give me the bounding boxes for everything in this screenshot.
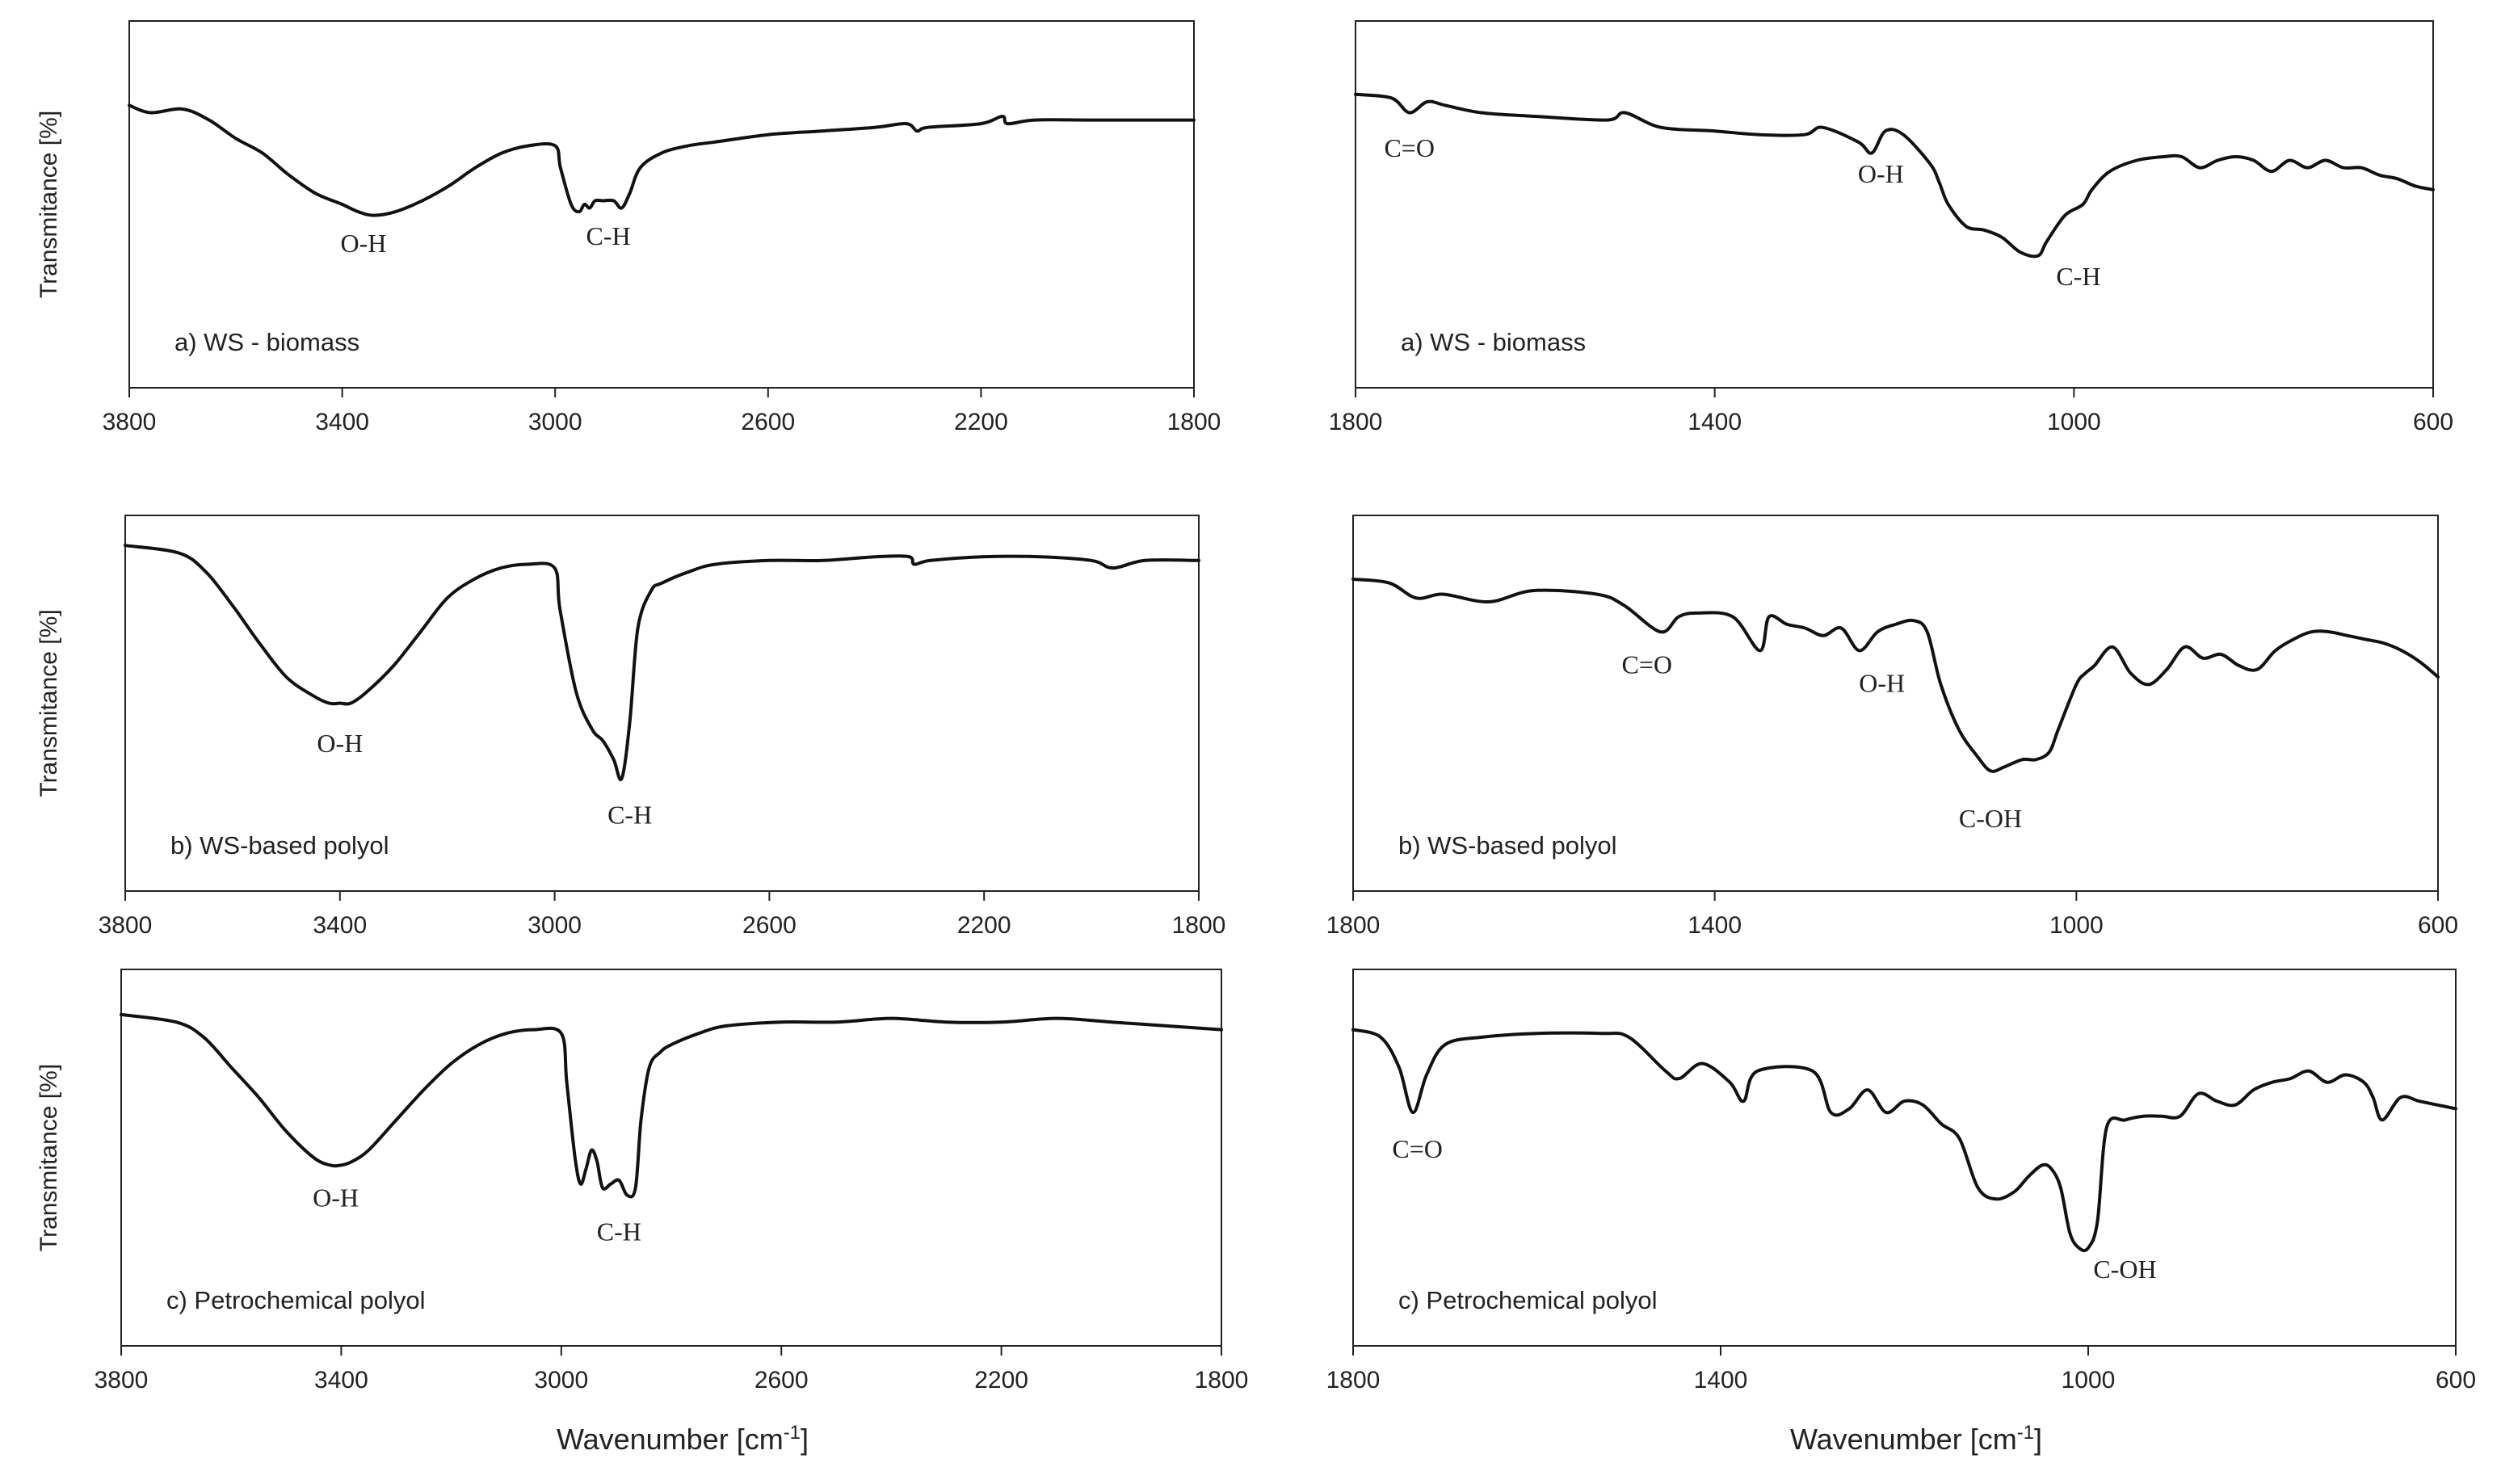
x-tick-label: 1400 [1694,1367,1748,1394]
chart-panel-b-left: 3800 3400 3000 2600 2200 1800 Transmitance [%]… [36,515,1225,939]
x-tick-label: 1800 [1326,1367,1381,1394]
x-tick-label: 3800 [95,1367,149,1394]
x-axis-label-right: Wavenumber [cm-1] [1790,1422,2042,1457]
x-tick-label: 1800 [1326,912,1381,939]
x-tick-label: 600 [2413,409,2453,435]
x-tick-label: 2200 [954,409,1008,435]
panel-label: b) WS-based polyol [170,831,389,860]
x-tick-label: 2600 [742,912,797,939]
x-tick-label: 600 [2418,912,2458,939]
x-tick-label: 3000 [534,1367,588,1394]
spectrum-line [120,1012,1223,1199]
spectrum-line [1354,92,2435,259]
x-tick-label: 1800 [1195,1367,1249,1394]
peak-annotation: O-H [313,1183,359,1213]
x-tick-label: 2600 [755,1367,809,1394]
spectrum-line [1351,1028,2457,1253]
x-tick-label: 1800 [1329,409,1383,435]
y-axis-label: Transmitance [%] [36,609,62,797]
x-tick-label: 3800 [103,409,157,435]
x-tick-label: 3400 [315,409,369,435]
peak-annotation: O-H [1858,159,1904,188]
x-tick-label: 1800 [1172,912,1226,939]
x-tick-label: 3000 [528,409,582,435]
chart-panel-c-left: 3800 3400 3000 2600 2200 1800 Transmitance [%]… [36,969,1248,1394]
spectrum-line [128,103,1196,217]
x-axis-label-left: Wavenumber [cm-1] [557,1422,809,1457]
chart-panel-b-right: 1800 1400 1000 600 b) WS-based polyol C=O O-H C… [1326,515,2458,939]
peak-annotation: C-H [607,800,652,829]
plot-frame [1352,515,2439,892]
plot-frame [1355,20,2434,389]
peak-annotation: O-H [341,229,387,258]
panel-label: a) WS - biomass [174,328,359,356]
panel-label: b) WS-based polyol [1398,831,1617,860]
chart-panel-c-right: 1800 1400 1000 600 c) Petrochemical polyol C=… [1326,969,2476,1394]
panel-label: a) WS - biomass [1401,328,1586,356]
plot-frame [124,515,1200,892]
x-tick-label: 2200 [957,912,1011,939]
spectrum-line [124,544,1200,782]
peak-annotation: C=O [1621,650,1672,679]
y-axis-label: Transmitance [%] [36,111,62,298]
plot-frame [120,969,1222,1347]
x-tick-label: 1400 [1688,912,1742,939]
chart-panel-a-left: 3800 3400 3000 2600 2200 1800 Transmitance [%]… [36,20,1221,435]
peak-annotation: C=O [1384,133,1435,162]
plot-frame [1352,969,2457,1347]
x-tick-label: 1000 [2049,912,2104,939]
peak-annotation: C-H [597,1217,641,1246]
x-tick-label: 600 [2436,1367,2476,1394]
y-axis-label: Transmitance [%] [36,1064,62,1251]
peak-annotation: C-OH [1959,804,2022,833]
peak-annotation: O-H [317,729,363,758]
x-tick-label: 3800 [99,912,153,939]
peak-annotation: C-OH [2093,1255,2156,1284]
x-tick-label: 3400 [314,1367,368,1394]
x-tick-label: 3000 [528,912,582,939]
x-tick-label: 1800 [1167,409,1221,435]
x-tick-label: 2200 [974,1367,1028,1394]
peak-annotation: O-H [1859,669,1905,698]
chart-panel-a-right: 1800 1400 1000 600 a) WS - biomass C=O O-H C-H [1329,20,2453,435]
x-tick-label: 2600 [741,409,795,435]
peak-annotation: C-H [586,221,631,250]
x-tick-label: 3400 [313,912,367,939]
peak-annotation: C=O [1392,1134,1443,1163]
peak-annotation: C-H [2056,262,2100,291]
plot-frame [128,20,1195,389]
x-tick-label: 1000 [2062,1367,2116,1394]
panel-label: c) Petrochemical polyol [1398,1286,1657,1314]
spectrum-line [1351,578,2440,773]
x-tick-label: 1000 [2047,409,2101,435]
panel-label: c) Petrochemical polyol [166,1286,425,1314]
panels: 3800 3400 3000 2600 2200 1800 Transmitance [%]… [36,20,2476,1394]
x-tick-label: 1400 [1688,409,1742,435]
